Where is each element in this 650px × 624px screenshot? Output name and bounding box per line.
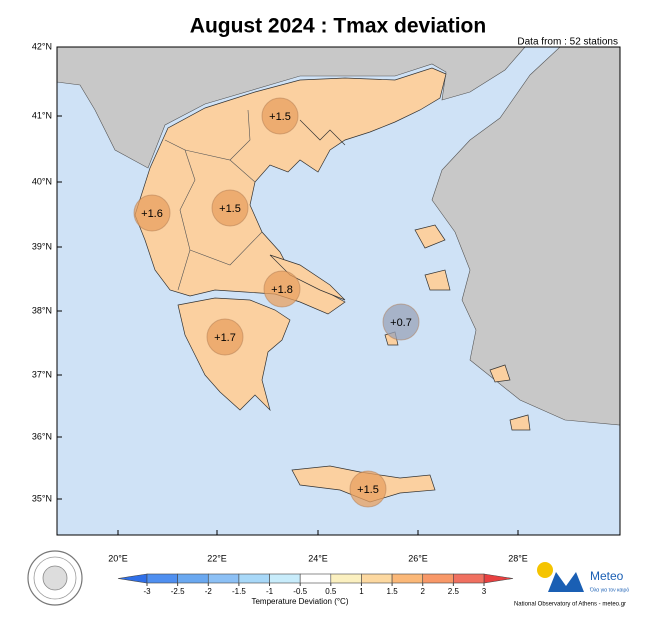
lon-label: 22°E [207,553,227,563]
title: August 2024 : Tmax deviation [190,15,486,38]
colorbar-end-low [117,573,148,584]
station-marker [261,97,299,135]
station-marker [211,189,249,227]
logo-credit: National Observatory of Athens - meteo.g… [514,602,626,608]
colorbar: -3 -2.5 -2 -1.5 -1 -0.5 0.5 1 1.5 2 2.5 3 [117,573,514,596]
marker-label: +1.7 [214,332,236,344]
lat-label: 38°N [32,305,52,315]
lon-label: 20°E [108,553,128,563]
colorbar-end-high [483,573,514,584]
station-marker [349,470,387,508]
colorbar-segment [177,573,209,584]
colorbar-tick-label: 2 [421,587,426,596]
colorbar-tick-label: 2.5 [448,587,460,596]
station-marker [263,270,301,308]
marker-label: +0.7 [390,317,412,329]
subtitle: Data from : 52 stations [517,37,618,48]
colorbar-segment [391,573,424,584]
colorbar-tick-label: 1.5 [387,587,399,596]
marker-label: +1.8 [271,284,293,296]
lat-label: 41°N [32,110,52,120]
colorbar-tick-label: -2.5 [171,587,185,596]
colorbar-segment [238,573,270,584]
colorbar-segment [299,573,332,584]
lon-label: 24°E [308,553,328,563]
station-marker [133,194,171,232]
islands [384,224,531,431]
lat-label: 35°N [32,493,52,503]
colorbar-segment [330,573,362,584]
colorbar-tick-label: -2 [205,587,213,596]
marker-label: +1.6 [141,208,163,220]
colorbar-tick-label: -3 [143,587,151,596]
colorbar-segment [146,573,178,584]
colorbar-segment [361,573,393,584]
colorbar-tick-label: -0.5 [293,587,307,596]
colorbar-segment [269,573,301,584]
map-frame [56,46,621,536]
colorbar-tick-label: -1.5 [232,587,246,596]
lat-label: 36°N [32,431,52,441]
mainland [134,67,447,315]
station-marker [206,318,244,356]
colorbar-label: Temperature Deviation (°C) [251,597,348,606]
colorbar-tick-label: -1 [266,587,274,596]
lat-label: 39°N [32,241,52,251]
marker-label: +1.5 [357,484,379,496]
land-neighbors [56,46,526,169]
colorbar-tick-label: 1 [359,587,364,596]
station-marker [382,303,420,341]
colorbar-tick-label: 0.5 [325,587,337,596]
marker-label: +1.5 [269,111,291,123]
colorbar-tick-label: 3 [482,587,487,596]
land-turkey [431,46,621,426]
lat-label: 42°N [32,41,52,51]
map: +1.5 +1.6 +1.5 +1.8 +0.7 +1.7 +1.5 42°N 41°N 40°… [32,41,621,563]
lon-label: 26°E [408,553,428,563]
meteo-logo: Meteo Όλα για τον καιρό National Observa… [514,562,629,608]
peloponnese [177,297,291,412]
regional-borders [164,109,263,291]
colorbar-segment [422,573,454,584]
chalkidiki [299,119,346,146]
axes: 42°N 41°N 40°N 39°N 38°N 37°N 36°N 35°N 20°E 22°E… [32,41,528,563]
lon-label: 28°E [508,553,528,563]
logo-tagline: Όλα για τον καιρό [589,586,629,593]
marker-label: +1.5 [219,203,241,215]
markers: +1.5 +1.6 +1.5 +1.8 +0.7 +1.7 +1.5 [133,97,420,508]
colorbar-segment [207,573,240,584]
lat-label: 37°N [32,369,52,379]
logo-name: Meteo [590,569,624,583]
colorbar-segment [453,573,485,584]
lat-label: 40°N [32,176,52,186]
noa-seal [27,550,83,606]
